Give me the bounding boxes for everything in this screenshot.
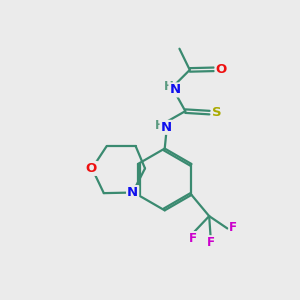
Text: S: S — [212, 106, 222, 119]
Text: F: F — [229, 221, 237, 234]
Text: H: H — [164, 80, 173, 94]
Text: N: N — [169, 83, 181, 96]
Text: O: O — [216, 63, 227, 76]
Text: F: F — [188, 232, 196, 245]
Text: N: N — [127, 186, 138, 199]
Text: F: F — [207, 236, 214, 249]
Text: H: H — [155, 119, 165, 132]
Text: O: O — [86, 162, 97, 175]
Text: N: N — [160, 121, 172, 134]
